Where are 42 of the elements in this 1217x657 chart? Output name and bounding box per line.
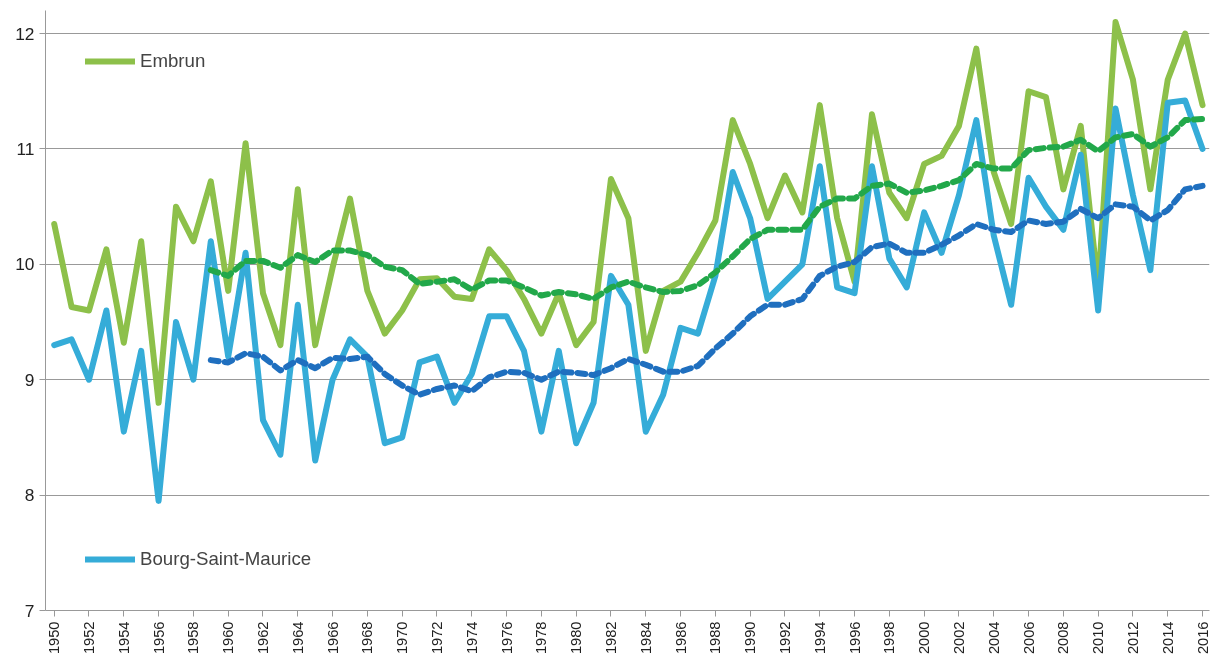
legend-label: Bourg-Saint-Maurice [140,548,312,570]
x-tick-label: 1992 [776,621,793,655]
legend-label: Embrun [140,50,206,72]
x-tick-label: 1974 [463,621,480,655]
y-tick-label: 12 [15,23,35,44]
x-tick-label: 1972 [428,621,445,655]
y-tick-label: 11 [16,138,35,159]
y-tick-label: 7 [24,600,35,621]
x-tick-label: 1954 [115,621,132,655]
x-tick-label: 1996 [846,621,863,655]
x-tick-label: 2010 [1090,621,1107,655]
y-tick-label: 10 [15,254,35,275]
x-tick-label: 2000 [916,621,933,655]
x-tick-label: 1950 [46,621,63,655]
y-tick-label: 9 [24,369,35,390]
x-tick-label: 1988 [707,621,724,655]
x-tick-label: 1976 [498,621,515,655]
x-tick-label: 1998 [881,621,898,655]
x-tick-label: 1994 [811,621,828,655]
x-tick-label: 2008 [1055,621,1072,655]
x-tick-label: 1970 [394,621,411,655]
x-tick-label: 2016 [1194,621,1211,655]
x-tick-label: 1978 [533,621,550,655]
x-tick-label: 1956 [150,621,167,655]
x-tick-label: 1986 [672,621,689,655]
x-tick-label: 1968 [359,621,376,655]
x-tick-label: 1960 [220,621,237,655]
y-tick-label: 8 [24,485,35,506]
x-tick-label: 2002 [950,621,967,655]
x-tick-label: 1964 [289,621,306,655]
x-tick-label: 2006 [1020,621,1037,655]
x-tick-label: 1952 [81,621,97,655]
x-tick-label: 1962 [254,621,271,655]
x-tick-label: 2014 [1159,621,1176,655]
x-tick-label: 2004 [985,621,1002,655]
x-tick-label: 1982 [602,621,619,655]
x-tick-label: 1980 [568,621,585,655]
x-tick-label: 1990 [742,621,759,655]
x-tick-label: 2012 [1124,621,1141,655]
x-tick-label: 1966 [324,621,341,655]
x-tick-label: 1958 [185,621,202,655]
x-tick-label: 1984 [637,621,654,655]
